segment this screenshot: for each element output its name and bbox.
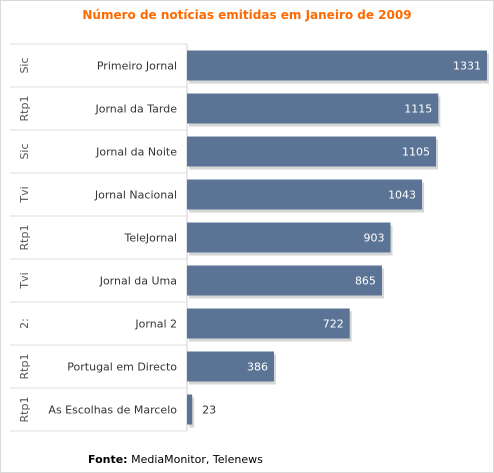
group-label: Rtp1 — [18, 354, 31, 380]
bar-value-label: 386 — [247, 361, 268, 374]
bar — [187, 93, 439, 124]
bar-value-label: 1331 — [453, 60, 481, 73]
category-label: TeleJornal — [123, 232, 177, 245]
bar-value-label: 903 — [364, 232, 385, 245]
group-label: 2: — [18, 318, 31, 329]
group-label: Sic — [18, 143, 31, 159]
category-label: Primeiro Jornal — [97, 60, 177, 73]
bar — [187, 308, 350, 339]
bar — [187, 179, 423, 210]
category-label: Portugal em Directo — [67, 361, 177, 374]
bar — [187, 265, 382, 296]
bar — [187, 222, 391, 253]
bar — [187, 50, 487, 81]
source-note: Fonte: MediaMonitor, Telenews — [88, 453, 263, 466]
bar — [187, 394, 193, 425]
category-label: Jornal Nacional — [94, 189, 177, 202]
category-label: Jornal da Noite — [95, 146, 177, 159]
category-label: Jornal da Tarde — [94, 103, 177, 116]
bar-value-label: 1105 — [402, 146, 430, 159]
group-label: Rtp1 — [18, 397, 31, 423]
group-label: Rtp1 — [18, 225, 31, 251]
bar-value-label: 1043 — [388, 189, 416, 202]
bar-value-label: 865 — [355, 275, 376, 288]
category-label: Jornal da Uma — [99, 275, 177, 288]
source-text: MediaMonitor, Telenews — [131, 453, 263, 466]
chart-title: Número de notícias emitidas em Janeiro d… — [82, 8, 412, 22]
bar-value-label: 722 — [323, 318, 344, 331]
source-label: Fonte: — [88, 453, 128, 466]
group-label: Tvi — [18, 186, 31, 203]
category-panel — [10, 44, 187, 431]
group-label: Rtp1 — [18, 96, 31, 122]
group-label: Tvi — [18, 272, 31, 289]
bar — [187, 136, 437, 167]
group-label: Sic — [18, 57, 31, 73]
bar — [187, 351, 274, 382]
category-label: As Escolhas de Marcelo — [48, 404, 177, 417]
bar-value-label: 23 — [202, 404, 216, 417]
category-label: Jornal 2 — [134, 318, 177, 331]
bar-value-label: 1115 — [404, 103, 432, 116]
